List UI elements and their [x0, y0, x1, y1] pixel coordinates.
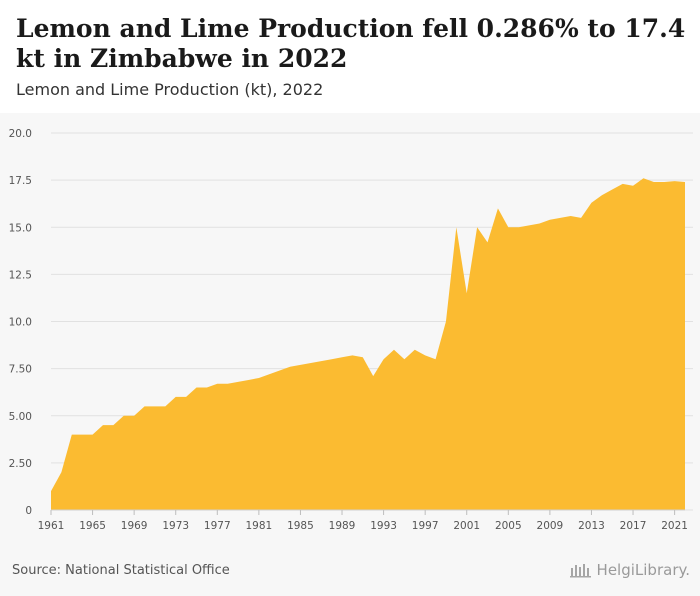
- y-tick-label: 10.0: [9, 317, 32, 329]
- x-tick-label: 1973: [162, 520, 189, 532]
- y-tick-label: 17.5: [9, 175, 32, 187]
- x-tick-label: 2013: [578, 520, 605, 532]
- x-tick-label: 2021: [661, 520, 688, 532]
- x-tick-label: 1993: [370, 520, 397, 532]
- x-tick-label: 2005: [495, 520, 522, 532]
- x-tick-label: 1961: [38, 520, 65, 532]
- source-note: Source: National Statistical Office: [12, 563, 230, 578]
- x-tick-label: 1989: [329, 520, 356, 532]
- x-tick-label: 1977: [204, 520, 231, 532]
- y-tick-label: 12.5: [9, 269, 32, 281]
- area-series: [51, 178, 685, 510]
- y-tick-label: 20.0: [9, 128, 32, 140]
- x-tick-label: 1969: [121, 520, 148, 532]
- x-tick-label: 1997: [412, 520, 439, 532]
- brand-name: HelgiLibrary.: [596, 561, 690, 579]
- chart-header: Lemon and Lime Production fell 0.286% to…: [0, 0, 700, 113]
- y-tick-label: 2.50: [9, 458, 32, 470]
- area-chart: 0 2.50 5.00 7.50 10.0 12.5 15.0 17.5 20.0 1961 196…: [9, 128, 693, 532]
- x-tick-label: 2001: [453, 520, 480, 532]
- y-tick-label: 7.50: [9, 364, 32, 376]
- y-tick-label: 5.00: [9, 411, 32, 423]
- brand-logo: HelgiLibrary.: [569, 561, 690, 579]
- x-tick-label: 1985: [287, 520, 314, 532]
- x-tick-label: 1965: [79, 520, 106, 532]
- x-tick-label: 2009: [537, 520, 564, 532]
- y-tick-label: 15.0: [9, 222, 32, 234]
- library-icon: [569, 564, 591, 578]
- x-tick-label: 2017: [620, 520, 647, 532]
- x-tick-label: 1981: [246, 520, 273, 532]
- chart-subtitle: Lemon and Lime Production (kt), 2022: [16, 80, 324, 99]
- chart-title: Lemon and Lime Production fell 0.286% to…: [16, 14, 686, 73]
- y-tick-label: 0: [25, 505, 32, 517]
